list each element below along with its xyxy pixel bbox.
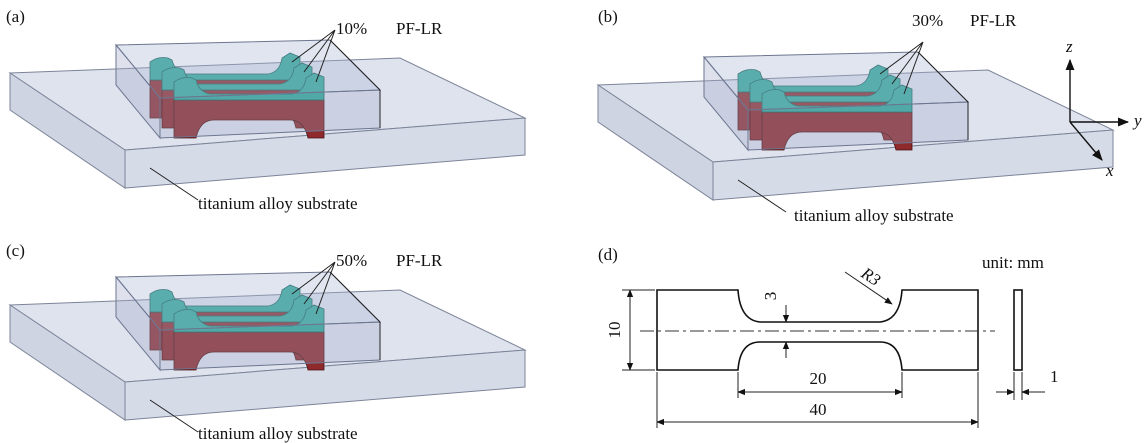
material-label: PF-LR — [396, 251, 443, 270]
material-label: PF-LR — [396, 19, 443, 38]
length-label: 40 — [810, 400, 827, 419]
axis-x: x — [1105, 161, 1114, 180]
panel-c-model — [10, 262, 525, 432]
neck-length-label: 20 — [810, 369, 827, 388]
fraction-label: 50% — [336, 251, 367, 270]
panel-label: (c) — [6, 241, 25, 260]
substrate-label: titanium alloy substrate — [198, 194, 358, 213]
panel-b-model — [598, 42, 1113, 212]
panel-label: (a) — [6, 7, 25, 26]
radius-label: R3 — [857, 263, 884, 290]
panel-label: (d) — [598, 245, 618, 264]
fraction-label: 30% — [912, 11, 943, 30]
axis-z: z — [1065, 37, 1073, 56]
axis-y: y — [1132, 111, 1142, 130]
fraction-label: 10% — [336, 19, 367, 38]
material-label: PF-LR — [970, 11, 1017, 30]
unit-label: unit: mm — [982, 253, 1044, 272]
substrate-label: titanium alloy substrate — [794, 206, 954, 225]
specimen-drawing — [622, 272, 1045, 428]
panel-label: (b) — [598, 7, 618, 26]
neck-width-label: 3 — [761, 292, 780, 301]
substrate-label: titanium alloy substrate — [198, 424, 358, 443]
figure: (a) 10% PF-LR titanium alloy substrate (… — [0, 0, 1148, 443]
width-label: 10 — [605, 322, 624, 339]
panel-a-model — [10, 30, 525, 200]
thickness-label: 1 — [1050, 367, 1059, 386]
